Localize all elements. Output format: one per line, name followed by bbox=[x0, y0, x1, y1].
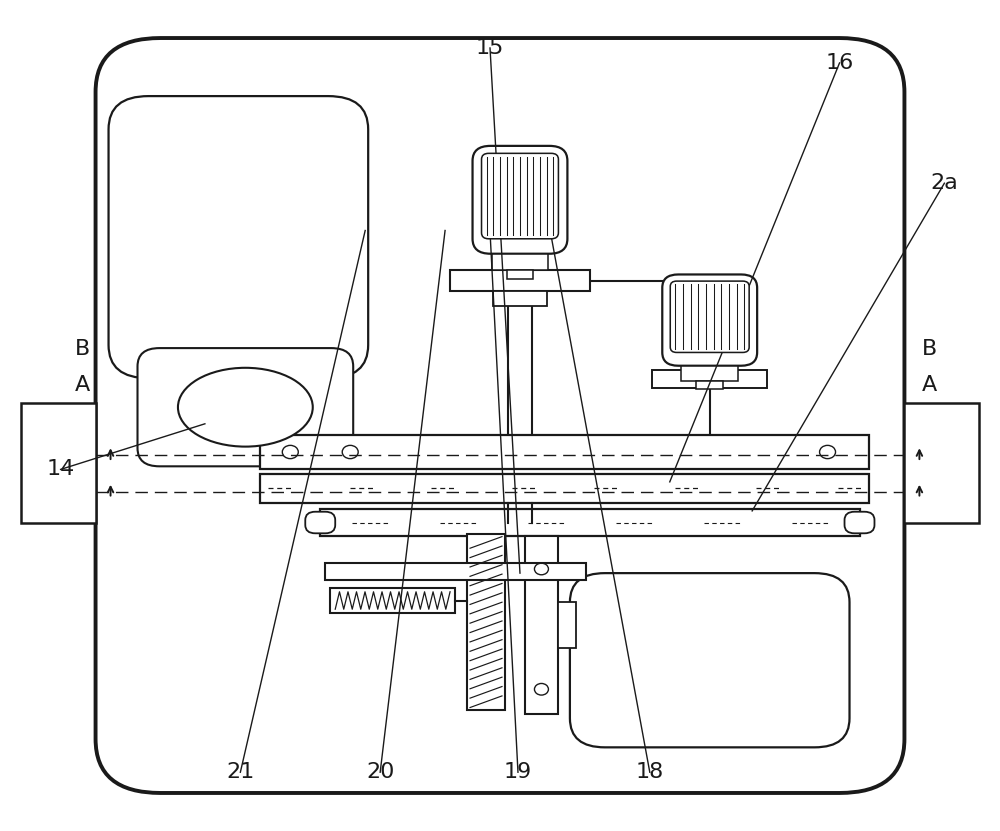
Bar bbox=[904, 403, 979, 524]
Bar bbox=[320, 509, 860, 536]
Bar bbox=[652, 370, 767, 388]
Ellipse shape bbox=[178, 368, 313, 446]
Bar bbox=[260, 435, 869, 470]
Bar bbox=[260, 474, 869, 503]
Bar bbox=[450, 270, 590, 291]
Bar bbox=[681, 366, 738, 381]
Bar bbox=[492, 253, 548, 270]
FancyBboxPatch shape bbox=[570, 573, 850, 747]
FancyBboxPatch shape bbox=[845, 512, 874, 534]
FancyBboxPatch shape bbox=[138, 348, 353, 466]
Text: 21: 21 bbox=[226, 762, 254, 782]
Text: B: B bbox=[75, 339, 90, 359]
FancyBboxPatch shape bbox=[109, 96, 368, 378]
Bar bbox=[21, 403, 96, 524]
Text: 15: 15 bbox=[476, 38, 504, 58]
Text: B: B bbox=[922, 339, 937, 359]
Text: A: A bbox=[922, 375, 937, 395]
Text: 19: 19 bbox=[504, 762, 532, 782]
FancyBboxPatch shape bbox=[482, 154, 558, 238]
Bar bbox=[525, 536, 558, 714]
Text: 2a: 2a bbox=[931, 173, 958, 194]
FancyBboxPatch shape bbox=[670, 281, 749, 352]
Bar bbox=[696, 381, 723, 389]
Bar bbox=[507, 270, 533, 278]
Bar bbox=[330, 588, 455, 613]
Text: 20: 20 bbox=[366, 762, 394, 782]
FancyBboxPatch shape bbox=[305, 512, 335, 534]
Bar bbox=[467, 534, 505, 710]
Text: 18: 18 bbox=[636, 762, 664, 782]
FancyBboxPatch shape bbox=[96, 38, 904, 793]
Bar bbox=[325, 563, 586, 580]
FancyBboxPatch shape bbox=[662, 274, 757, 366]
FancyBboxPatch shape bbox=[473, 146, 567, 253]
Bar bbox=[558, 602, 576, 648]
Text: 16: 16 bbox=[825, 53, 854, 73]
Bar bbox=[493, 291, 547, 306]
Text: A: A bbox=[75, 375, 90, 395]
Text: 14: 14 bbox=[46, 460, 75, 479]
